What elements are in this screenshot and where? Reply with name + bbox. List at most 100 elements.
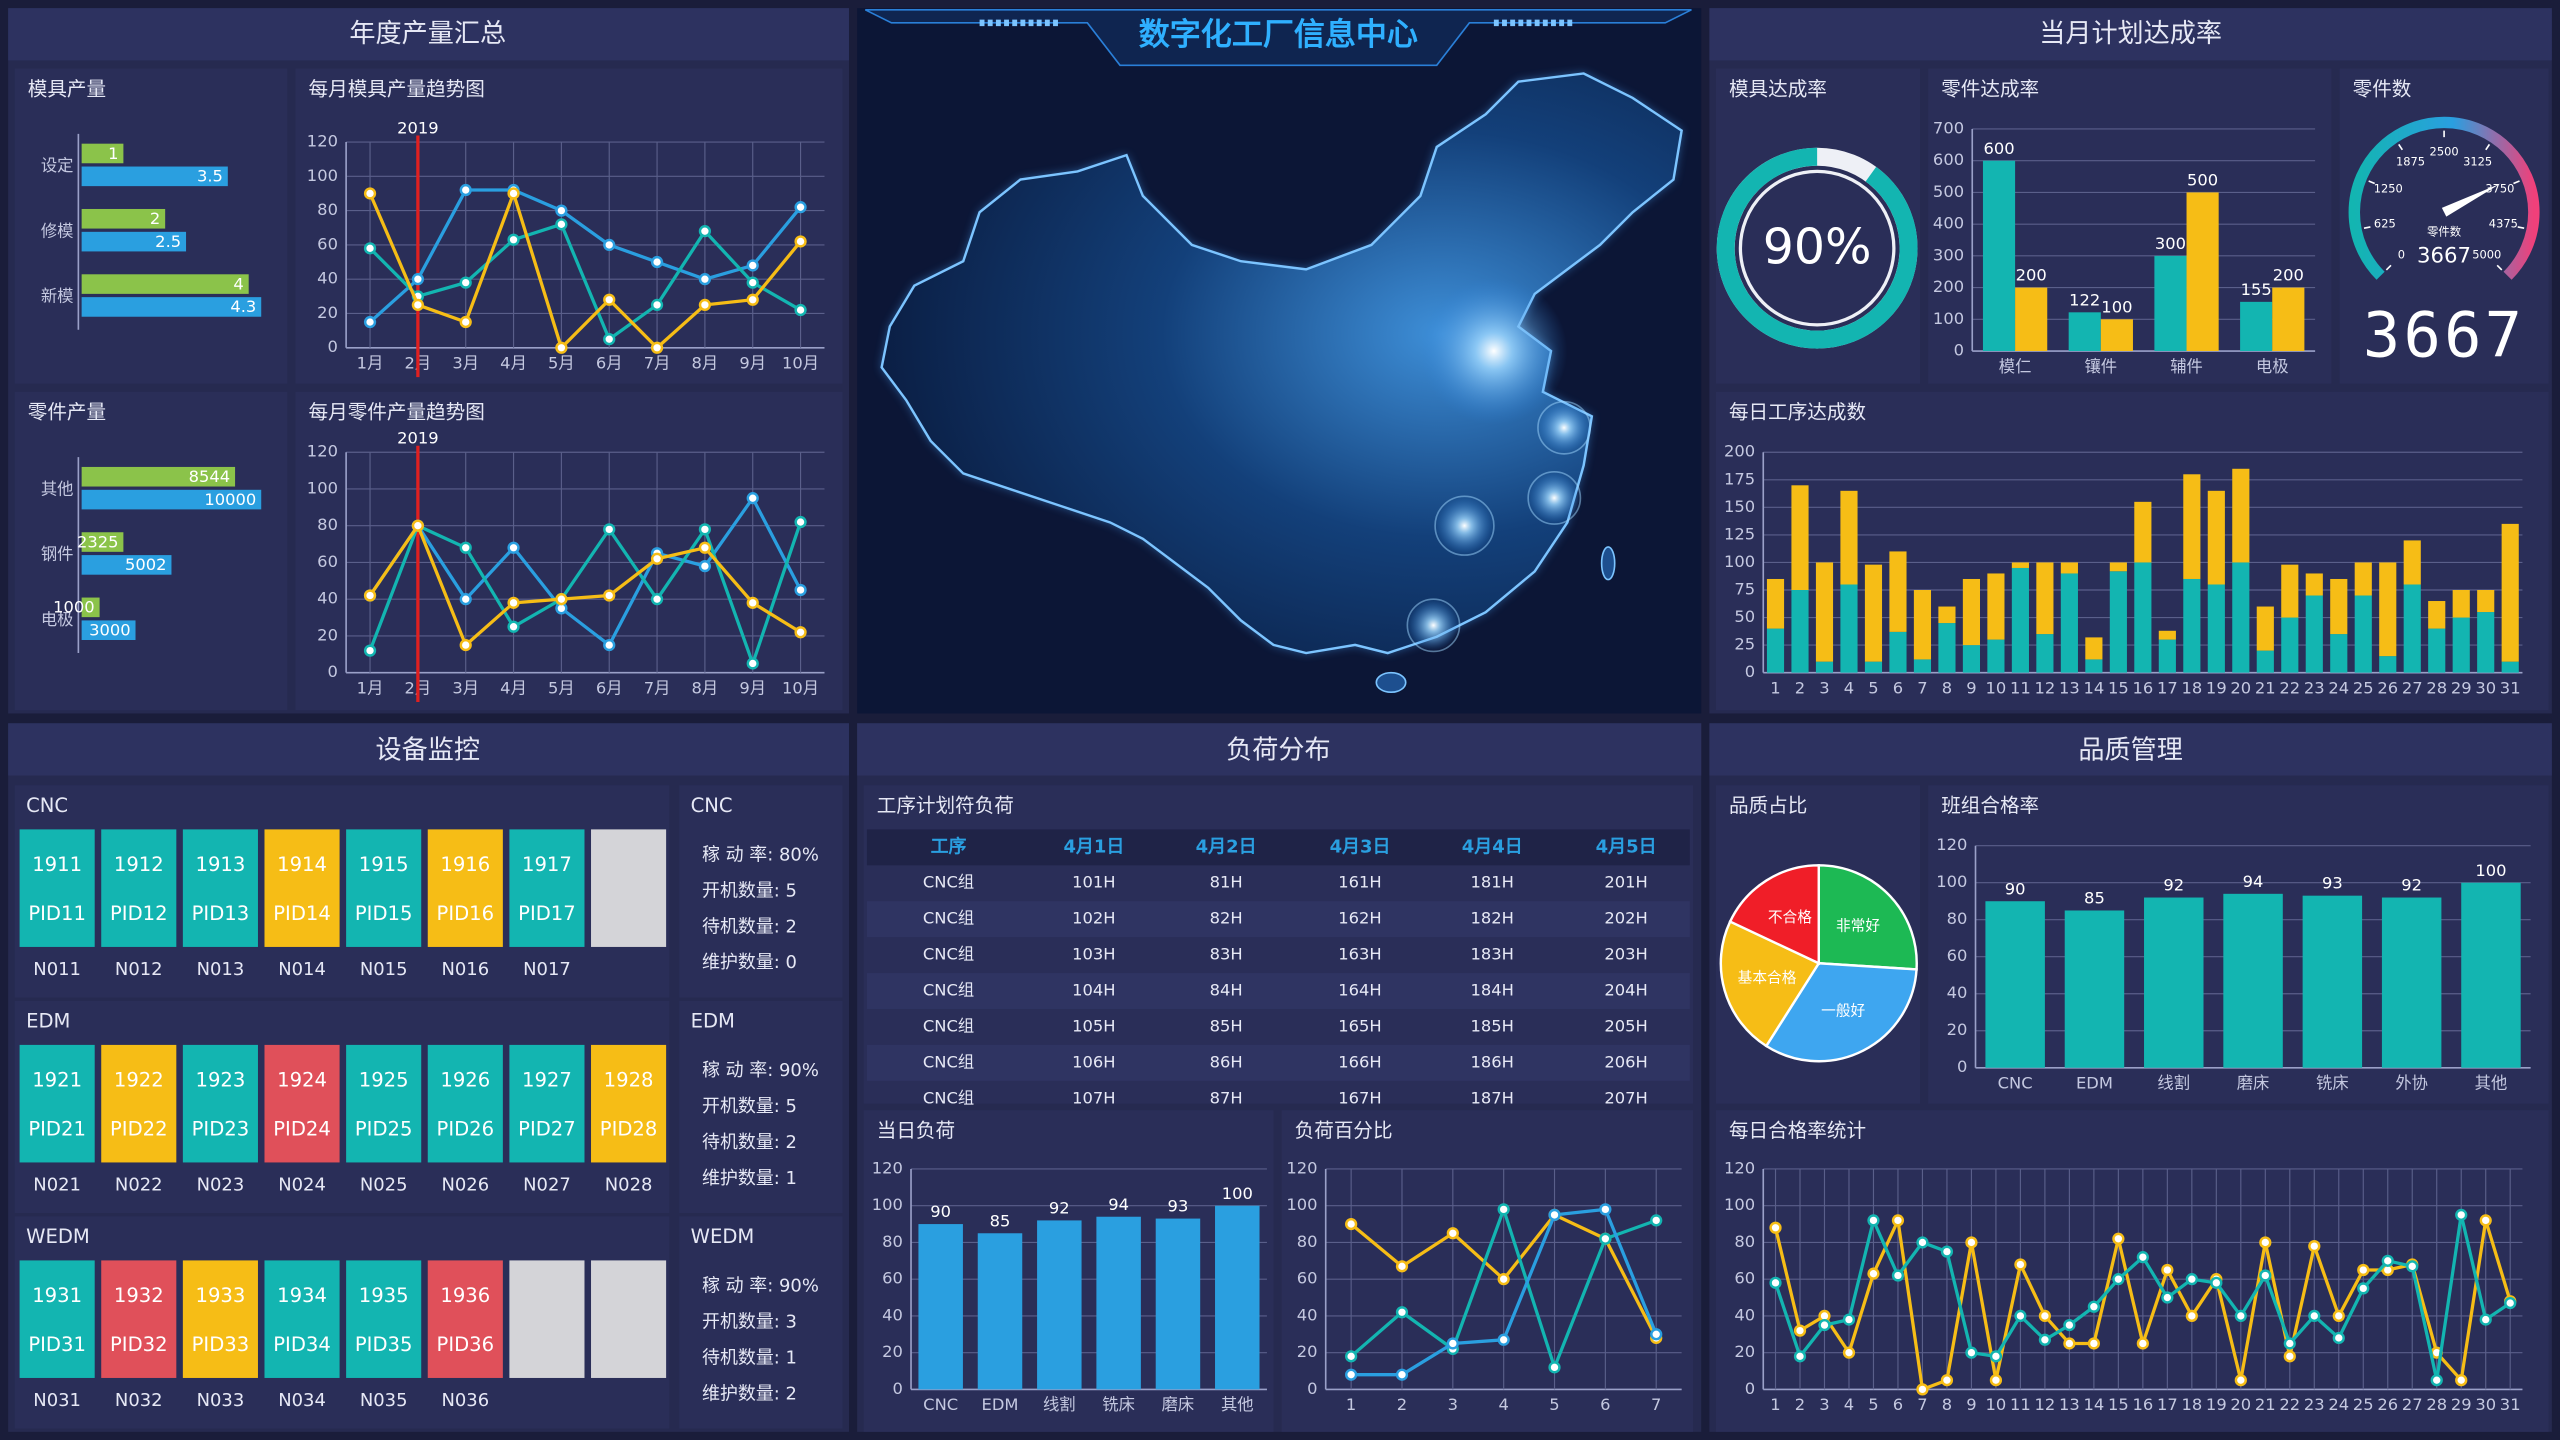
machine-code: 1921 <box>32 1068 82 1091</box>
map-hotspot <box>1406 598 1461 653</box>
point <box>1940 1245 1954 1258</box>
gauge-tick <box>2363 226 2371 229</box>
bar <box>81 620 136 640</box>
point <box>794 515 807 529</box>
machine-label: N024 <box>278 1174 326 1195</box>
bar <box>1913 590 1932 660</box>
machine-pid: PID22 <box>110 1117 168 1140</box>
value-label: 85 <box>2084 889 2105 908</box>
value-label: 85 <box>990 1211 1011 1230</box>
point <box>1842 1313 1856 1326</box>
value-label: 500 <box>2187 170 2218 189</box>
machine-label: N026 <box>441 1174 489 1195</box>
bar <box>1791 485 1809 590</box>
point <box>1916 1236 1929 1249</box>
x-tick-label: 镶件 <box>2084 357 2117 376</box>
bar <box>2060 562 2078 574</box>
x-tick-label: 4 <box>1844 1395 1854 1414</box>
gauge-tick <box>2513 180 2520 185</box>
point <box>2014 1309 2027 1323</box>
point <box>698 273 712 286</box>
bar <box>2036 634 2054 673</box>
y-tick-label: 0 <box>1745 662 1755 681</box>
bar <box>81 208 166 229</box>
point <box>1842 1346 1856 1359</box>
point <box>2308 1240 2321 1253</box>
bar <box>1864 661 1883 673</box>
table-cell: 187H <box>1471 1088 1514 1107</box>
bar <box>2305 573 2323 596</box>
chart-title: 每月模具产量趋势图 <box>309 77 485 100</box>
machine-pid: PID24 <box>273 1117 331 1140</box>
machine-code: 1926 <box>440 1068 490 1091</box>
y-tick-label: 300 <box>1933 245 1964 264</box>
point <box>2087 1300 2100 1313</box>
y-tick-label: 400 <box>1933 214 1964 233</box>
y-tick-label: 120 <box>1286 1158 1317 1177</box>
bar <box>2330 634 2348 673</box>
chart-title: 品质占比 <box>1729 794 1807 817</box>
x-tick-label: 26 <box>2377 1395 2398 1414</box>
gauge-value: 3667 <box>2417 243 2471 268</box>
x-tick-label: 5 <box>1549 1395 1559 1414</box>
machine-pid: PID17 <box>518 902 576 925</box>
point <box>1940 1374 1954 1387</box>
x-tick-label: 14 <box>2083 1395 2104 1414</box>
point <box>2283 1350 2296 1363</box>
machine-label: N033 <box>197 1390 245 1411</box>
bar <box>2428 628 2446 673</box>
stat: 开机数量: 5 <box>702 1096 797 1117</box>
gauge-tick-label: 4375 <box>2489 217 2518 231</box>
y-tick-label: 100 <box>1936 872 1967 891</box>
value-label: 300 <box>2155 234 2186 253</box>
point <box>1965 1346 1978 1359</box>
value-label: 94 <box>1108 1195 1129 1214</box>
bar <box>2232 468 2250 563</box>
bar <box>2085 659 2103 673</box>
panel-title: 品质管理 <box>2078 736 2182 766</box>
x-tick-label: 11 <box>2010 678 2031 697</box>
value-label: 4.3 <box>230 297 256 316</box>
y-tick-label: 20 <box>317 625 338 644</box>
y-tick-label: 0 <box>1954 341 1964 360</box>
machine-tile <box>101 829 177 947</box>
machine-tile <box>509 1260 585 1378</box>
machine-pid: PID36 <box>437 1333 495 1356</box>
donut-label: 90% <box>1763 218 1872 275</box>
gauge-tick <box>2398 143 2404 151</box>
pie-label: 不合格 <box>1768 909 1812 926</box>
value-label: 600 <box>1983 139 2014 158</box>
machine-code: 1922 <box>114 1068 164 1091</box>
stat: 维护数量: 2 <box>702 1383 797 1404</box>
point <box>650 298 664 312</box>
x-tick-label: EDM <box>2076 1074 2113 1093</box>
machine-pid: PID14 <box>273 902 331 925</box>
x-tick-label: 26 <box>2377 678 2398 697</box>
x-tick-label: 30 <box>2475 678 2496 697</box>
stats-box <box>679 1216 843 1429</box>
point <box>2185 1309 2198 1323</box>
line-series <box>368 495 803 648</box>
machine-pid: PID16 <box>437 902 495 925</box>
stat: 稼 动 率: 80% <box>702 845 819 866</box>
annotation: 2019 <box>397 429 439 448</box>
y-tick-label: 电极 <box>41 610 74 629</box>
point <box>1867 1214 1880 1227</box>
x-tick-label: 4月 <box>500 678 527 697</box>
value-label: 122 <box>2069 290 2100 309</box>
table-cell: 164H <box>1338 981 1381 1000</box>
stat: 维护数量: 0 <box>702 952 797 973</box>
point <box>1989 1374 2003 1387</box>
point <box>2259 1236 2272 1249</box>
y-tick-label: 75 <box>1734 579 1755 598</box>
machine-label: N025 <box>360 1174 408 1195</box>
x-tick-label: 16 <box>2132 678 2153 697</box>
table-cell: 85H <box>1210 1016 1243 1035</box>
point <box>2357 1263 2370 1277</box>
panel-title: 负荷分布 <box>1226 736 1330 766</box>
table-cell: 104H <box>1072 981 1115 1000</box>
y-tick-label: 60 <box>1734 1269 1755 1288</box>
point <box>746 293 759 306</box>
bar <box>1155 1218 1201 1390</box>
bar <box>2452 617 2470 673</box>
